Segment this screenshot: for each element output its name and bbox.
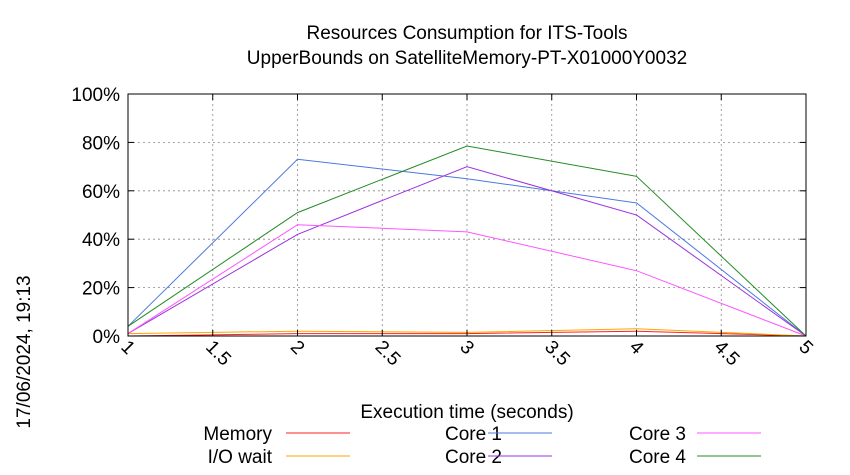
chart-title-line2: UpperBounds on SatelliteMemory-PT-X01000… [247, 48, 687, 69]
series-line-core-2 [127, 166, 807, 337]
x-tick-label: 1.5 [201, 337, 235, 371]
y-tick-label: 40% [82, 230, 120, 251]
x-tick-label: 3 [455, 337, 477, 359]
series-line-core-3 [127, 224, 807, 337]
x-tick-label: 4 [625, 337, 648, 360]
legend-label: Memory [203, 424, 272, 445]
x-axis-label: Execution time (seconds) [360, 402, 573, 423]
series-line-core-4 [127, 145, 807, 337]
y-tick-label: 0% [93, 327, 121, 348]
y-tick-label: 100% [71, 85, 120, 106]
grid [127, 93, 807, 337]
timestamp-label: 17/06/2024, 19:13 [14, 275, 35, 428]
x-tick-label: 2 [286, 337, 308, 359]
y-tick-label: 80% [82, 133, 120, 154]
y-axis-ticks: 0% 20% 40% 60% 80% 100% [71, 85, 806, 348]
legend-label: Core 2 [445, 447, 502, 468]
legend-label: Core 4 [629, 447, 686, 468]
series-line-core-1 [127, 158, 807, 337]
y-tick-label: 20% [82, 279, 120, 300]
legend-label: Core 3 [629, 424, 686, 445]
legend-label: I/O wait [208, 447, 273, 468]
y-tick-label: 60% [82, 182, 120, 203]
x-tick-label: 5 [794, 337, 816, 359]
x-tick-label: 4.5 [710, 337, 744, 371]
x-tick-label: 3.5 [540, 337, 574, 371]
x-tick-label: 2.5 [371, 337, 405, 371]
legend-label: Core 1 [445, 424, 502, 445]
chart-title-line1: Resources Consumption for ITS-Tools [306, 23, 627, 44]
